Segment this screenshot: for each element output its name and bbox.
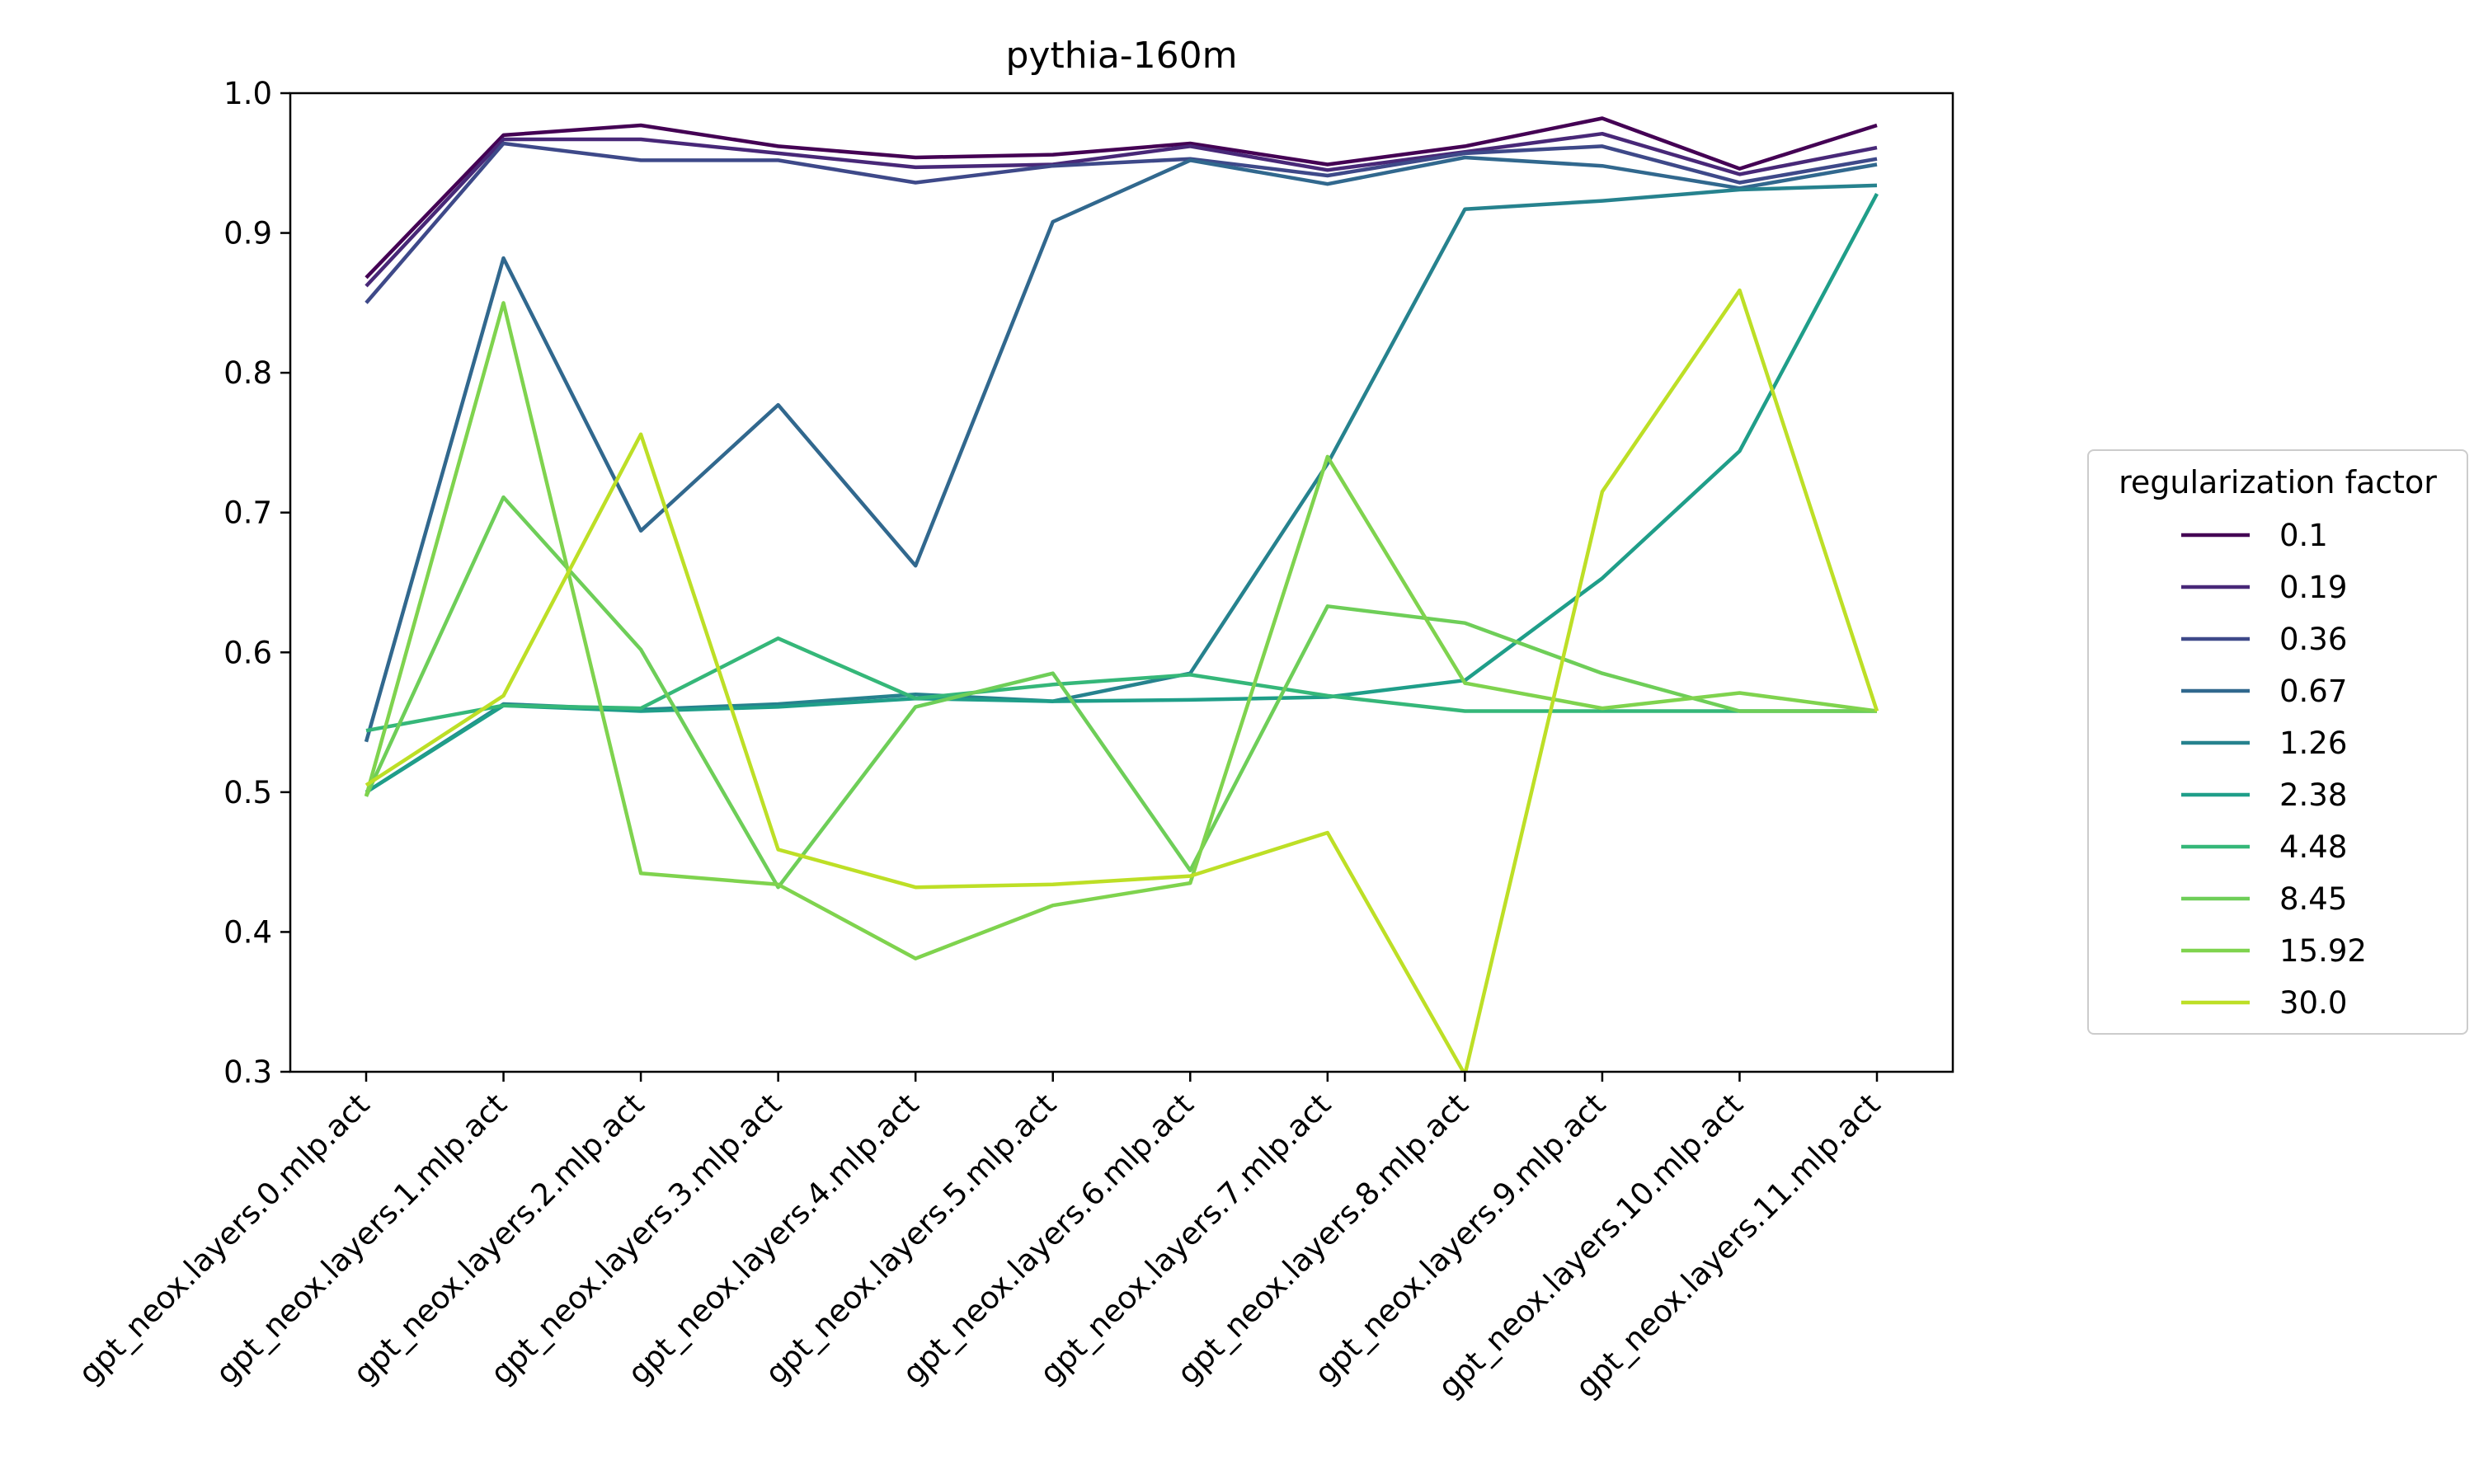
series-line bbox=[365, 288, 1879, 1072]
legend-box bbox=[2087, 449, 2468, 1035]
y-tick-label: 0.7 bbox=[223, 495, 272, 531]
legend-label: 0.67 bbox=[2279, 674, 2347, 709]
series-lines bbox=[364, 116, 1879, 1072]
series-line bbox=[365, 116, 1878, 279]
legend-label: 0.19 bbox=[2279, 570, 2347, 605]
chart-title: pythia-160m bbox=[1005, 35, 1237, 77]
y-tick-label: 0.8 bbox=[223, 355, 272, 391]
y-tick-label: 1.0 bbox=[223, 76, 272, 111]
legend-label: 4.48 bbox=[2279, 829, 2347, 865]
legend-label: 30.0 bbox=[2279, 985, 2347, 1021]
series-line bbox=[365, 141, 1878, 304]
y-tick-label: 0.3 bbox=[223, 1054, 272, 1090]
y-tick-label: 0.9 bbox=[223, 216, 272, 251]
y-axis: 0.3 0.4 0.5 0.6 0.7 0.8 0.9 1.0 bbox=[223, 76, 290, 1090]
y-tick-label: 0.5 bbox=[223, 775, 272, 810]
legend-label: 0.1 bbox=[2279, 518, 2328, 553]
series-line bbox=[364, 301, 1878, 960]
series-line bbox=[365, 131, 1878, 288]
legend-label: 2.38 bbox=[2279, 777, 2347, 813]
legend-label: 15.92 bbox=[2279, 933, 2367, 969]
legend: regularization factor 0.1 0.19 0.36 0.67 1.2… bbox=[2087, 449, 2468, 1035]
series-line bbox=[365, 636, 1877, 733]
legend-label: 1.26 bbox=[2279, 726, 2347, 761]
y-tick-label: 0.4 bbox=[223, 914, 272, 950]
legend-title: regularization factor bbox=[2119, 464, 2437, 500]
legend-label: 0.36 bbox=[2279, 622, 2347, 657]
plot-frame bbox=[289, 92, 1954, 1073]
legend-label: 8.45 bbox=[2279, 881, 2347, 917]
series-line bbox=[364, 155, 1878, 743]
y-tick-label: 0.6 bbox=[223, 635, 272, 670]
series-line bbox=[364, 495, 1877, 890]
series-line bbox=[365, 193, 1879, 794]
